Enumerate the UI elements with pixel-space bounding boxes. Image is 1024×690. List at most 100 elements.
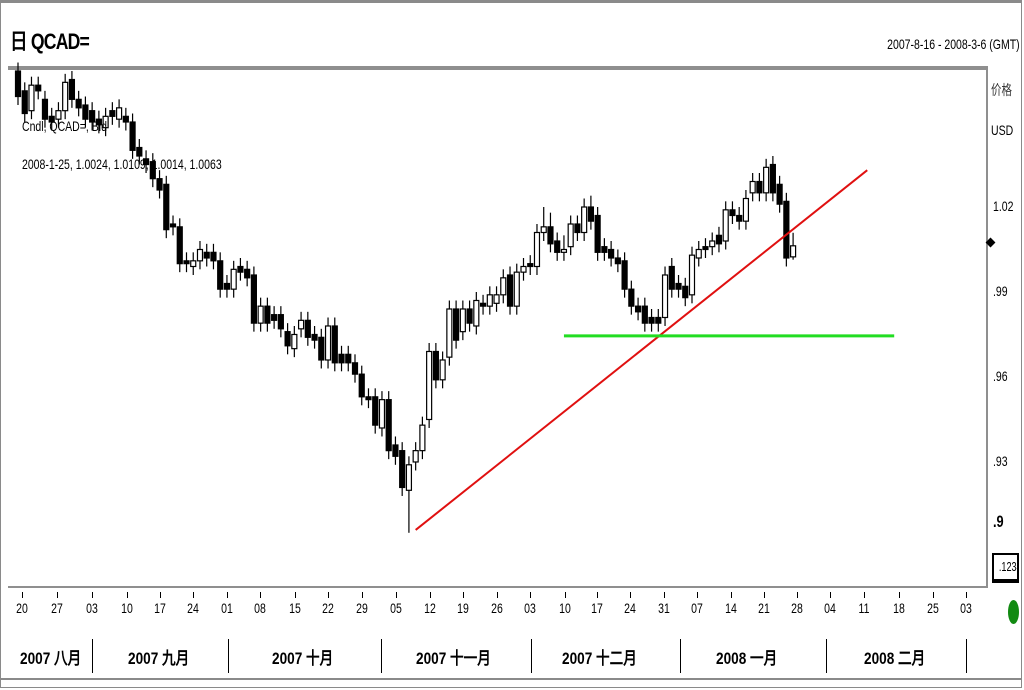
candle-down[interactable]	[399, 450, 406, 489]
candle-up[interactable]	[661, 274, 669, 319]
candle-up[interactable]	[257, 305, 264, 324]
candle-down[interactable]	[506, 274, 514, 307]
candle-up[interactable]	[749, 180, 756, 194]
candle-down[interactable]	[217, 260, 224, 290]
candle-down[interactable]	[668, 265, 675, 290]
candle-down[interactable]	[547, 226, 554, 245]
candle-up[interactable]	[540, 226, 547, 234]
candle-down[interactable]	[385, 399, 392, 452]
candle-down[interactable]	[75, 98, 82, 109]
candle-down[interactable]	[351, 362, 359, 375]
candle-up[interactable]	[297, 319, 305, 330]
candle-down[interactable]	[82, 104, 89, 120]
candle-down[interactable]	[304, 319, 311, 338]
candle-down[interactable]	[729, 209, 736, 217]
candle-down[interactable]	[594, 214, 601, 253]
candle-down[interactable]	[358, 373, 365, 398]
candle-down[interactable]	[223, 282, 231, 290]
candle-up[interactable]	[560, 248, 568, 253]
candle-down[interactable]	[479, 302, 487, 307]
candle-down[interactable]	[183, 260, 190, 265]
candle-down[interactable]	[574, 223, 581, 234]
candle-down[interactable]	[682, 285, 689, 299]
candle-down[interactable]	[14, 70, 22, 98]
candle-down[interactable]	[284, 331, 291, 347]
candle-down[interactable]	[142, 158, 150, 166]
candle-up[interactable]	[459, 308, 466, 333]
candle-down[interactable]	[756, 180, 763, 194]
candle-up[interactable]	[709, 240, 716, 248]
candle-down[interactable]	[715, 234, 723, 245]
candle-down[interactable]	[35, 84, 42, 92]
candle-down[interactable]	[203, 251, 210, 259]
candle-up[interactable]	[324, 325, 332, 361]
candle-down[interactable]	[129, 121, 136, 151]
candle-up[interactable]	[763, 166, 770, 194]
candle-down[interactable]	[527, 263, 534, 268]
candle-down[interactable]	[702, 246, 709, 251]
candle-down[interactable]	[176, 226, 183, 265]
candle-down[interactable]	[169, 223, 177, 228]
candle-up[interactable]	[533, 231, 541, 268]
candle-down[interactable]	[614, 257, 621, 265]
candle-down[interactable]	[655, 316, 662, 324]
candle-up[interactable]	[493, 294, 500, 304]
candle-down[interactable]	[365, 396, 372, 401]
candle-up[interactable]	[426, 350, 433, 421]
candle-down[interactable]	[634, 305, 642, 313]
candle-down[interactable]	[318, 336, 325, 361]
candle-down[interactable]	[621, 260, 628, 290]
candle-down[interactable]	[311, 333, 318, 341]
candle-up[interactable]	[520, 265, 527, 273]
candle-up[interactable]	[581, 206, 588, 234]
candle-up[interactable]	[405, 464, 413, 491]
candle-down[interactable]	[648, 316, 655, 324]
trendline[interactable]	[415, 169, 868, 531]
candle-down[interactable]	[587, 206, 595, 222]
candle-up[interactable]	[439, 359, 446, 381]
candle-down[interactable]	[331, 325, 338, 364]
candle-down[interactable]	[136, 146, 143, 157]
candle-up[interactable]	[486, 294, 493, 307]
candle-down[interactable]	[41, 98, 49, 120]
candle-down[interactable]	[237, 265, 244, 273]
candle-down[interactable]	[48, 115, 55, 123]
candle-up[interactable]	[378, 399, 386, 429]
candle-down[interactable]	[641, 305, 648, 324]
candle-down[interactable]	[601, 246, 608, 253]
candle-down[interactable]	[68, 78, 76, 100]
candle-down[interactable]	[122, 115, 129, 123]
candle-up[interactable]	[567, 223, 574, 248]
candle-up[interactable]	[688, 254, 696, 296]
candle-up[interactable]	[500, 277, 507, 296]
candle-down[interactable]	[250, 274, 257, 324]
candle-up[interactable]	[115, 107, 123, 120]
candle-down[interactable]	[244, 268, 251, 279]
candle-down[interactable]	[21, 90, 28, 115]
candle-down[interactable]	[277, 314, 284, 330]
candle-up[interactable]	[722, 209, 729, 242]
candle-down[interactable]	[372, 396, 379, 426]
candle-down[interactable]	[608, 248, 615, 259]
candle-down[interactable]	[156, 178, 163, 191]
candle-up[interactable]	[695, 248, 702, 259]
candle-up[interactable]	[230, 268, 237, 290]
plot-area[interactable]	[8, 66, 988, 588]
candle-up[interactable]	[789, 245, 797, 258]
candle-down[interactable]	[345, 353, 352, 364]
candle-down[interactable]	[392, 444, 399, 457]
candle-down[interactable]	[163, 183, 170, 231]
price-format-box[interactable]: .1234	[992, 553, 1019, 583]
candle-up[interactable]	[196, 248, 204, 262]
candle-down[interactable]	[769, 163, 776, 194]
candle-down[interactable]	[338, 353, 345, 364]
candle-down[interactable]	[776, 183, 783, 205]
candle-down[interactable]	[264, 305, 271, 324]
candle-up[interactable]	[55, 110, 62, 120]
candle-down[interactable]	[95, 118, 102, 126]
candle-up[interactable]	[513, 271, 520, 307]
candle-down[interactable]	[89, 110, 96, 123]
candle-down[interactable]	[783, 200, 790, 259]
candle-down[interactable]	[453, 308, 460, 341]
candle-down[interactable]	[466, 308, 473, 324]
